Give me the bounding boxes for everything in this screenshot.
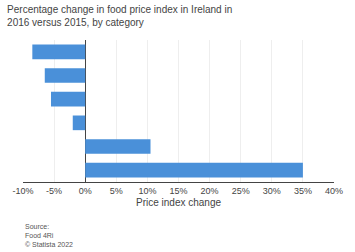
svg-text:15%: 15% — [169, 186, 187, 196]
svg-text:20%: 20% — [201, 186, 219, 196]
svg-text:30%: 30% — [263, 186, 281, 196]
svg-text:35%: 35% — [294, 186, 312, 196]
svg-text:-10%: -10% — [12, 186, 33, 196]
svg-text:Price index change: Price index change — [136, 197, 221, 208]
svg-text:5%: 5% — [110, 186, 123, 196]
svg-text:10%: 10% — [138, 186, 156, 196]
svg-text:25%: 25% — [232, 186, 250, 196]
svg-text:-5%: -5% — [46, 186, 62, 196]
svg-text:0%: 0% — [79, 186, 92, 196]
svg-text:Source:Food 4Ri© Statista 2022: Source:Food 4Ri© Statista 2022 — [25, 223, 73, 248]
svg-text:Percentage change in food pric: Percentage change in food price index in… — [7, 4, 232, 28]
svg-text:40%: 40% — [325, 186, 343, 196]
